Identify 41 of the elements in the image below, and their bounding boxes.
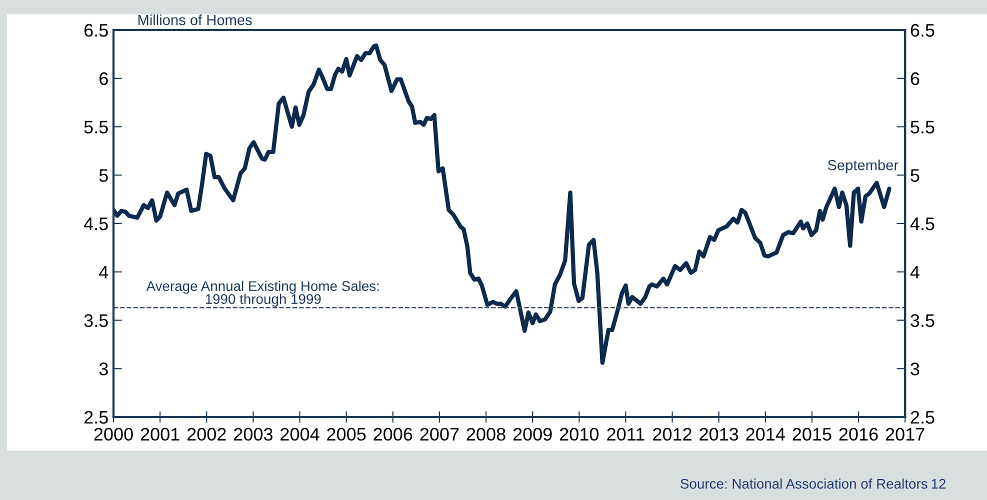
x-tick-label: 2012 (653, 428, 692, 441)
x-tick-label: 2010 (560, 428, 599, 441)
y2-tick-label: 3.5 (910, 314, 934, 327)
y-tick-label: 3.5 (84, 314, 108, 327)
x-tick-label: 2003 (234, 428, 272, 441)
y-tick-label: 5.5 (84, 120, 108, 134)
y-tick-label: 2.5 (84, 410, 108, 424)
source-note: Source: National Association of Realtors (680, 478, 928, 489)
y2-tick-label: 4.5 (910, 218, 934, 230)
y2-tick-label: 2.5 (910, 410, 934, 424)
y-tick-label: 3 (99, 362, 108, 376)
x-tick-label: 2007 (420, 428, 459, 441)
y-tick-label: 4 (99, 266, 108, 278)
x-tick-label: 2001 (140, 428, 180, 441)
x-tick-label: 2002 (187, 428, 226, 441)
x-tick-label: 2006 (374, 428, 412, 441)
y2-tick-label: 6.5 (910, 24, 934, 37)
x-tick-label: 2011 (607, 428, 644, 441)
x-tick-label: 2015 (792, 428, 832, 441)
y2-tick-label: 5.5 (910, 120, 934, 134)
x-tick-label: 2004 (280, 428, 320, 441)
x-tick-label: 2013 (700, 428, 738, 441)
y2-tick-label: 4 (910, 266, 920, 278)
x-tick-label: 2009 (513, 428, 552, 441)
y-axis-title: Millions of Homes (138, 14, 252, 26)
y2-tick-label: 6 (910, 72, 920, 86)
y2-tick-label: 5 (910, 169, 920, 182)
y-tick-label: 4.5 (84, 218, 108, 230)
x-tick-label: 2017 (886, 428, 924, 441)
y-tick-label: 6.5 (84, 24, 108, 37)
annotation: Average Annual Existing Home Sales: 1990 through 1999 (146, 280, 379, 307)
y2-tick-label: 3 (910, 362, 920, 376)
x-tick-label: 2014 (746, 428, 785, 441)
x-tick-label: 2008 (466, 428, 506, 441)
y-tick-label: 5 (99, 169, 108, 182)
x-tick-label: 2016 (839, 428, 878, 441)
annotation: September (828, 160, 898, 174)
x-tick-label: 2005 (327, 428, 366, 441)
y-tick-label: 6 (100, 72, 108, 86)
x-tick-label: 2000 (94, 428, 133, 441)
text: 12 (932, 478, 946, 489)
